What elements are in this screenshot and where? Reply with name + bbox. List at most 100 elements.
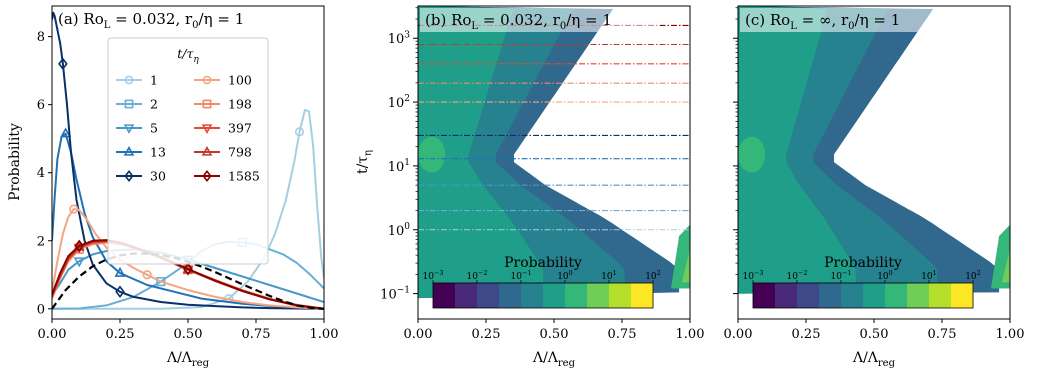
series-marker-13-1 [114,266,126,277]
xtick-0.00: 0.00 [404,327,433,342]
ytick-10e0: 100 [388,222,411,239]
colorbar-tick-label-1: 10−2 [786,269,807,282]
series-line-30 [52,11,324,310]
heat-core-edge-bright [681,248,690,283]
legend-marker-13 [123,146,135,156]
series-line-1 [52,108,324,310]
colorbar-segment-8 [929,283,952,308]
legend-title: t/τη [177,46,199,65]
legend-label-5: 5 [150,121,158,136]
colorbar-segment-0 [433,283,456,308]
xtick-0.00: 0.00 [724,327,753,342]
legend-box [107,37,269,265]
ytick-10e2: 102 [388,94,410,111]
legend-label-2: 2 [150,97,158,112]
colorbar-tick-label-5: 102 [965,269,981,282]
heat-core-mid [738,136,766,173]
panel-a-axes: 0.00 0.25 0.50 0.75 1.00 0 2 4 6 8 [37,30,339,342]
series-marker-30-0 [58,57,68,71]
panel-b-xlabel: Λ/Λreg [532,350,576,369]
heat-core-mid [418,136,446,173]
panel-a-ytick-2: 2 [37,234,45,249]
colorbar-segment-3 [499,283,522,308]
legend-marker-397 [201,124,213,134]
legend-label-100: 100 [228,73,252,88]
xtick-0.25: 0.25 [792,327,821,342]
panel-b: 0.00 0.25 0.50 0.75 1.00 10−1 100 101 102 103 (b)… [355,5,705,369]
legend-label-13: 13 [150,145,166,160]
series-marker-1585-1 [183,262,193,276]
colorbar-segment-8 [609,283,632,308]
series-marker-1585-0 [74,239,85,253]
colorbar-tick-label-3: 100 [877,269,893,282]
series-marker-5-0 [73,257,85,268]
panel-c-title-box: (c) RoL = ∞, r0/η = 1 [740,8,940,32]
panel-a-ytick-8: 8 [37,30,45,45]
panel-b-axes: 0.00 0.25 0.50 0.75 1.00 10−1 100 101 102 103 [380,7,705,342]
legend-label-1: 1 [150,73,158,88]
colorbar-segment-5 [863,283,886,308]
colorbar-tick-label-3: 100 [557,269,573,282]
panel-a-legend: t/τη 1 2 5 13 30 100 198 397 798 1585 [107,37,269,265]
legend-marker-2 [124,99,134,109]
colorbar-segment-6 [565,283,588,308]
colorbar-tick-label-2: 10−1 [510,269,531,282]
colorbar-tick-label-4: 101 [921,269,937,282]
heat-core-edge-bright [1001,248,1010,283]
xtick-0.75: 0.75 [608,327,637,342]
panel-a-xlabel: Λ/Λreg [166,350,210,369]
panel-a-xtick-0.25: 0.25 [106,327,135,342]
colorbar-frame [752,282,974,309]
colorbar-segment-2 [477,283,500,308]
colorbar-tick-label-4: 101 [601,269,617,282]
panel-c-colorbar: Probability 10−3 10−2 10−1 100 101 102 [742,255,981,309]
legend-marker-1 [124,75,134,85]
heat-band-2 [738,6,856,294]
colorbar-segment-2 [797,283,820,308]
xtick-0.25: 0.25 [472,327,501,342]
colorbar-frame [432,282,654,309]
series-marker-100-0 [69,204,79,214]
panel-a-xtick-1.00: 1.00 [310,327,339,342]
panel-b-heatmap [418,6,690,299]
legend-marker-5 [123,124,135,134]
colorbar-segment-7 [907,283,930,308]
panel-a-xtick-0.75: 0.75 [242,327,271,342]
legend-marker-198 [202,99,212,109]
colorbar-tick-label-2: 10−1 [830,269,851,282]
colorbar-label: Probability [504,255,582,271]
colorbar-segment-0 [753,283,776,308]
panel-b-title: (b) RoL = 0.032, r0/η = 1 [425,11,612,32]
heat-band-2 [418,6,543,299]
colorbar-segment-9 [951,283,974,308]
xtick-1.00: 1.00 [996,327,1025,342]
xtick-1.00: 1.00 [676,327,705,342]
series-marker-1-1 [294,127,305,137]
series-marker-13-0 [60,127,72,138]
panel-c-heatmap [738,6,1010,294]
colorbar-tick-label-5: 102 [645,269,661,282]
xtick-0.75: 0.75 [928,327,957,342]
panel-b-ylabel: t/τη [355,150,374,174]
panel-c-title: (c) RoL = ∞, r0/η = 1 [745,11,900,32]
panel-a: 0.00 0.25 0.50 0.75 1.00 0 2 4 6 8 (a) RoL = 0.03… [7,5,339,369]
panel-a-ytick-4: 4 [37,166,45,181]
series-line-13 [52,132,324,310]
panel-a-ytick-0: 0 [37,302,45,317]
panel-c-xlabel: Λ/Λreg [852,350,896,369]
colorbar-tick-label-0: 10−3 [742,269,763,282]
legend-marker-798 [201,146,213,156]
legend-marker-100 [202,75,212,85]
colorbar-segment-6 [885,283,908,308]
panel-a-xtick-0.50: 0.50 [174,327,203,342]
colorbar-segment-4 [841,283,864,308]
panel-a-title: (a) RoL = 0.032, r0/η = 1 [58,10,244,31]
series-marker-100-1 [142,270,152,280]
colorbar-segment-3 [819,283,842,308]
series-marker-30-1 [115,285,125,299]
panel-a-xtick-0.00: 0.00 [38,327,67,342]
colorbar-segment-4 [521,283,544,308]
legend-label-30: 30 [150,169,166,184]
ytick-10e1: 101 [388,158,410,175]
